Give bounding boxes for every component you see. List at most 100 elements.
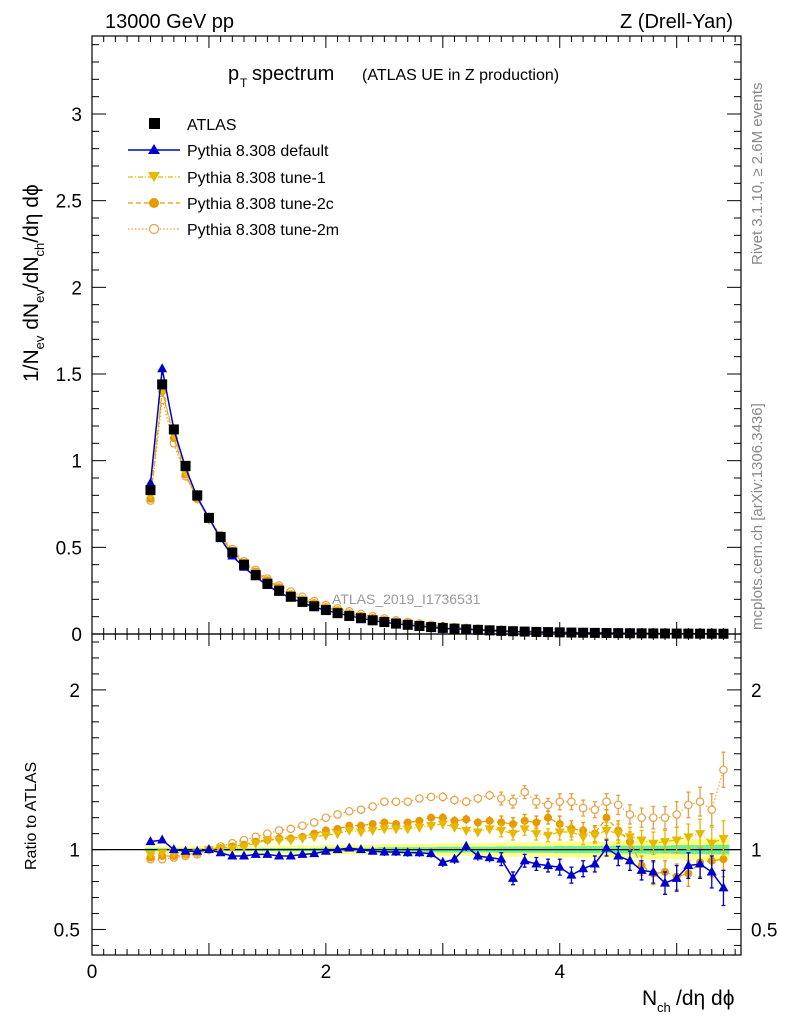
ratio-point-tune1	[145, 850, 156, 860]
ratio-point-tune2m	[333, 810, 342, 819]
main-point-atlas	[426, 622, 437, 633]
ratio-point-tune1	[554, 828, 565, 838]
ratio-point-tune1	[414, 823, 425, 833]
ratio-point-default	[449, 853, 460, 863]
ratio-point-default	[601, 842, 612, 852]
ratio-point-tune1	[320, 831, 331, 841]
main-point-atlas	[309, 601, 320, 612]
legend-entry-default: Pythia 8.308 default	[128, 143, 329, 160]
ratio-point-default	[215, 847, 226, 857]
ratio-point-default	[636, 864, 647, 874]
ratio-point-tune1	[157, 849, 168, 859]
legend-label-default: Pythia 8.308 default	[187, 143, 329, 160]
ratio-point-default	[285, 850, 296, 860]
legend-entry-tune2m: Pythia 8.308 tune-2m	[128, 222, 339, 239]
ratio-point-default	[332, 844, 343, 854]
x-tick-label: 0	[87, 962, 98, 983]
ratio-point-default	[589, 858, 600, 868]
main-point-atlas	[274, 585, 285, 596]
ratio-point-default	[695, 858, 706, 868]
main-point-atlas	[192, 490, 203, 501]
ratio-point-tune2m	[543, 800, 553, 810]
ratio-point-default	[320, 845, 331, 855]
ratio-frame	[91, 633, 742, 956]
xlabel-sub: ch	[657, 1000, 671, 1015]
legend-marker-tune2m	[148, 223, 160, 235]
y-tick-label: 0.5	[56, 538, 82, 559]
process-label: Z (Drell-Yan)	[620, 11, 733, 33]
ratio-point-tune1	[484, 825, 495, 835]
ratio-point-tune1	[391, 825, 402, 835]
ratio-point-tune2m	[496, 794, 506, 803]
ratio-y-tick-label: 2	[69, 681, 80, 702]
ratio-point-default	[507, 872, 518, 882]
ratio-point-tune1	[589, 831, 600, 841]
ratio-point-tune2m	[707, 805, 717, 814]
main-point-tune1	[180, 469, 191, 479]
ratio-point-tune1	[648, 839, 659, 849]
ratio-point-default	[239, 850, 250, 860]
ratio-y-tick-label-right: 1	[751, 841, 762, 862]
legend-entry-atlas: ATLAS	[149, 117, 237, 134]
ratio-point-tune2m	[485, 790, 494, 800]
ratio-point-tune1	[355, 828, 366, 838]
ratio-point-tune1	[496, 826, 507, 836]
ratio-point-tune2c	[462, 815, 471, 824]
ratio-point-tune2m	[590, 805, 600, 814]
ratio-point-tune2m	[286, 824, 296, 834]
ratio-point-tune1	[472, 828, 483, 838]
ratio-point-tune2m	[368, 802, 377, 811]
ratio-point-tune1	[624, 833, 635, 843]
ratio-point-default	[659, 877, 670, 887]
rivet-label: Rivet 3.1.10, ≥ 2.6M events	[749, 83, 766, 266]
main-point-atlas	[157, 379, 168, 390]
ratio-point-tune1	[367, 826, 378, 836]
ratio-point-tune2m	[461, 797, 471, 806]
y-tick-label: 2	[71, 278, 82, 299]
ratio-point-tune1	[344, 826, 355, 836]
ratio-point-tune2m	[660, 813, 670, 822]
title-p: p	[228, 63, 239, 85]
ratio-point-tune2c	[473, 818, 482, 827]
main-point-atlas	[320, 605, 331, 616]
title-sub: T	[240, 76, 248, 90]
main-point-atlas	[355, 613, 366, 624]
main-point-atlas	[239, 559, 250, 570]
ratio-point-tune1	[671, 836, 682, 846]
ratio-point-tune1	[437, 820, 448, 830]
y-tick-label: 0	[71, 625, 82, 646]
main-point-atlas	[168, 424, 179, 435]
ratio-point-default	[484, 852, 495, 862]
ylabel-main: 1/Nev dNev/dNch/dη dϕ	[20, 184, 47, 382]
ratio-point-default	[566, 869, 577, 879]
ratio-point-default	[461, 840, 472, 850]
ratio-point-default	[145, 836, 156, 846]
main-point-atlas	[344, 610, 355, 621]
ratio-point-tune2m	[391, 797, 401, 806]
mcplots-label: mcplots.cern.ch [arXiv:1306.3436]	[749, 403, 766, 630]
ratio-point-tune2m	[672, 810, 681, 819]
ratio-point-default	[168, 844, 179, 854]
ratio-point-tune2m	[508, 797, 518, 806]
ratio-point-tune1	[426, 822, 437, 832]
main-point-default	[157, 363, 168, 373]
ratio-point-tune1	[601, 826, 612, 836]
main-point-atlas	[297, 596, 308, 607]
ratio-point-tune1	[507, 830, 518, 840]
ratio-point-tune2c	[380, 818, 389, 827]
ylabel-main-text: 1/Nev dNev/dNch/dη dϕ	[20, 184, 47, 382]
ratio-point-tune2m	[344, 806, 354, 816]
ratio-point-default	[227, 850, 238, 860]
y-tick-label: 2.5	[56, 192, 82, 213]
main-point-atlas	[203, 512, 214, 523]
ratio-point-default	[250, 848, 261, 858]
ratio-point-tune1	[250, 839, 261, 849]
axes-layer: 0 2 4 0 0.5 1 1.5 2 2.5 3 0.5 0.5 1 1 2 2	[54, 35, 777, 983]
ratio-point-tune1	[636, 836, 647, 846]
ratio-point-tune1	[274, 836, 285, 846]
ratio-point-tune1	[309, 833, 320, 843]
ratio-point-tune2c	[485, 816, 494, 825]
main-point-atlas	[332, 608, 343, 619]
ratio-y-tick-label-right: 0.5	[751, 920, 777, 941]
ratio-point-tune1	[531, 830, 542, 840]
